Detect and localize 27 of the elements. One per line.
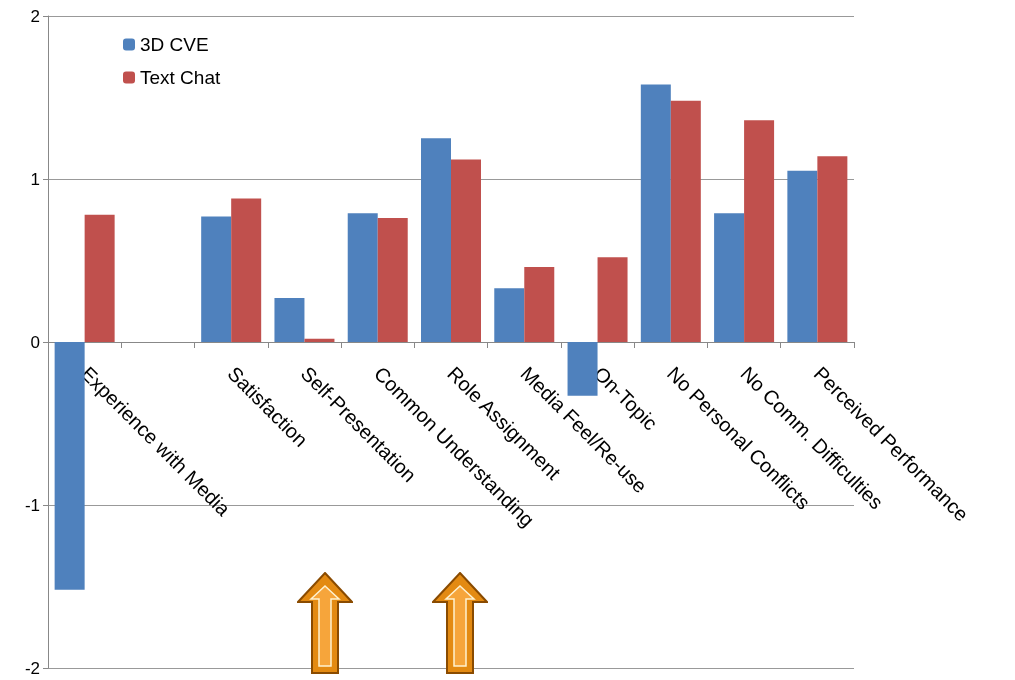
bar [494,288,525,342]
y-tick-label: -2 [24,658,40,678]
y-tick-label: 0 [30,332,40,352]
bar [670,100,701,342]
bar [421,138,451,342]
bar [714,213,745,342]
bar [377,218,408,342]
y-tick-label: -1 [24,495,40,515]
legend-label: 3D CVE [140,34,209,55]
bar [451,159,481,342]
bar [787,170,818,342]
y-tick-label: 1 [30,169,40,189]
y-tick-label: 2 [30,6,40,26]
bar [201,216,232,342]
bar [567,342,598,396]
bar [744,120,775,342]
bar [304,338,335,342]
bar [347,213,378,342]
legend-label: Text Chat [140,67,221,88]
bar [54,342,85,590]
bar [84,214,115,342]
bar [597,257,628,342]
bar [524,267,555,342]
bar [817,156,848,342]
bar [231,198,262,342]
bar [274,297,305,342]
bar [640,84,671,342]
